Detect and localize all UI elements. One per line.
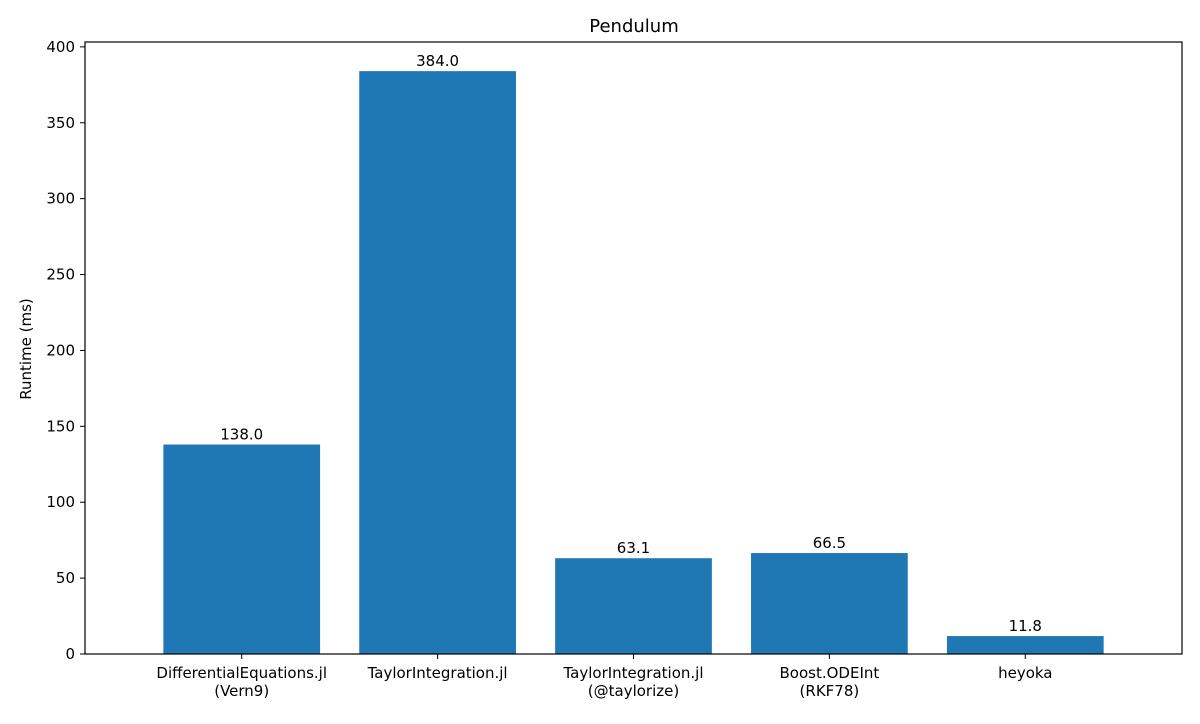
bar	[946, 636, 1104, 654]
data-label: 138.0	[220, 426, 263, 444]
y-axis-label: Runtime (ms)	[17, 298, 35, 400]
data-labels-layer: 138.0 384.0 63.1 66.5 11.8	[220, 52, 1042, 635]
bars-layer	[163, 71, 1104, 654]
bar	[359, 71, 516, 654]
y-tick-label: 300	[46, 190, 75, 208]
x-tick-label: DifferentialEquations.jl (Vern9)	[156, 664, 327, 700]
y-tick-label: 100	[46, 493, 75, 511]
y-tick-label: 400	[46, 38, 75, 56]
y-tick-label: 0	[65, 645, 75, 663]
data-label: 63.1	[617, 539, 650, 557]
y-tick-label: 350	[46, 114, 75, 132]
x-tick-label: Boost.ODEInt (RKF78)	[780, 664, 880, 700]
y-tick-label: 250	[46, 266, 75, 284]
y-tick-label: 200	[46, 341, 75, 359]
y-tick-label: 150	[46, 417, 75, 435]
bar	[163, 444, 321, 654]
x-axis-ticks: DifferentialEquations.jl (Vern9) TaylorInt…	[156, 654, 1052, 700]
chart-title: Pendulum	[589, 16, 678, 37]
bar	[751, 553, 908, 654]
bar	[555, 558, 712, 654]
plot-frame	[84, 41, 1183, 655]
data-label: 11.8	[1009, 617, 1042, 635]
data-label: 66.5	[813, 534, 846, 552]
x-tick-label: TaylorIntegration.jl	[367, 664, 508, 682]
x-tick-label: TaylorIntegration.jl (@taylorize)	[562, 664, 703, 700]
y-tick-label: 50	[56, 569, 75, 587]
data-label: 384.0	[416, 52, 459, 70]
y-axis-ticks: 0 50 100 150 200 250 300 350 400	[46, 38, 85, 663]
x-tick-label: heyoka	[998, 664, 1052, 682]
